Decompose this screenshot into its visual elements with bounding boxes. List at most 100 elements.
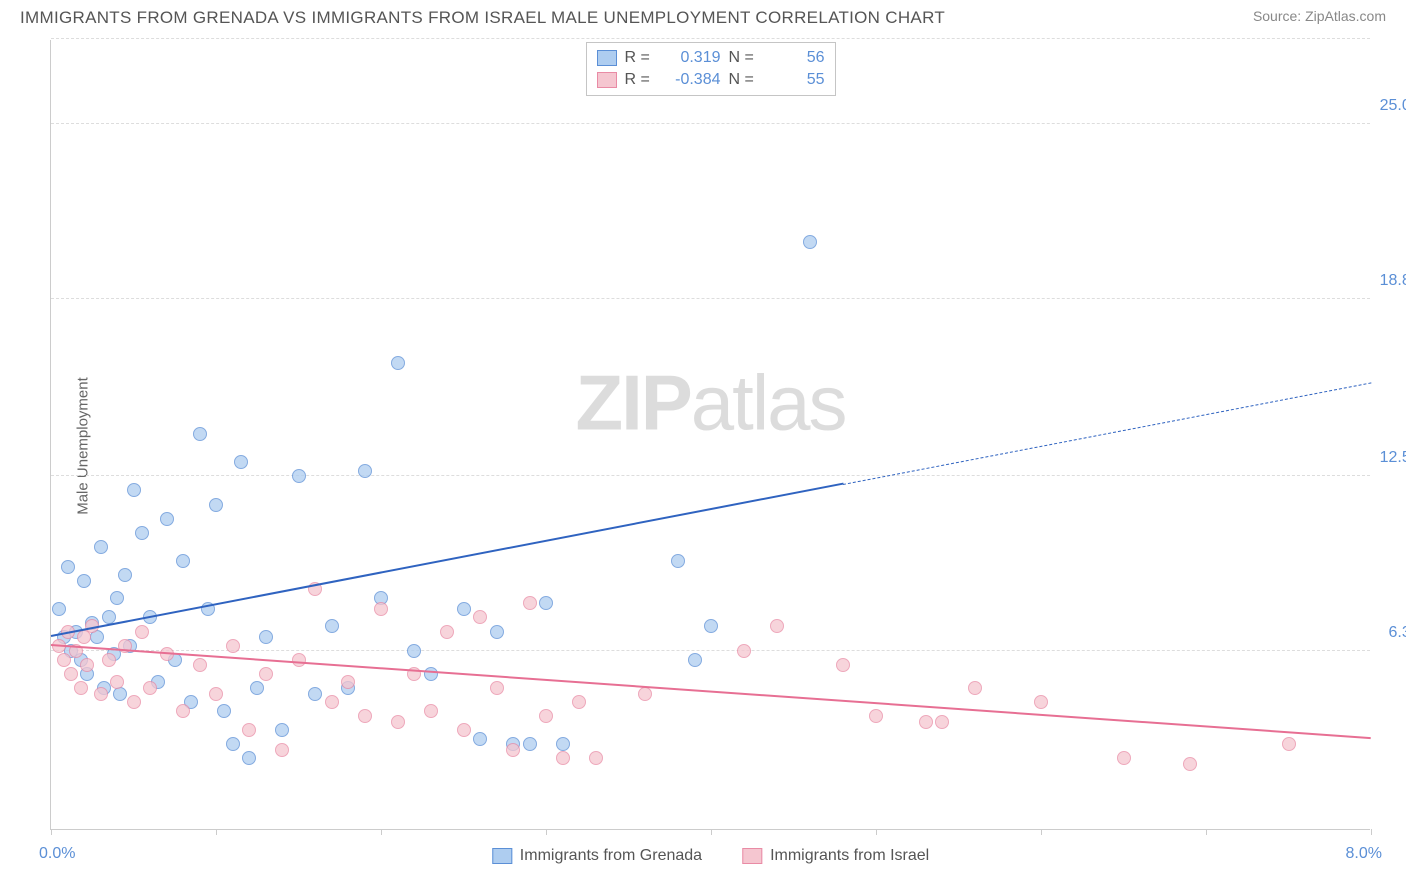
grenada-point [118,568,132,582]
israel-point [1117,751,1131,765]
israel-point [325,695,339,709]
israel-point [226,639,240,653]
grenada-legend-swatch [492,848,512,864]
israel-point [919,715,933,729]
israel-point [242,723,256,737]
gridline [51,123,1370,124]
israel-point [968,681,982,695]
israel-point [64,667,78,681]
israel-point [341,675,355,689]
grenada-point [671,554,685,568]
watermark: ZIPatlas [575,357,845,448]
israel-point [80,658,94,672]
n-label: N = [729,71,757,89]
r-value-grenada: 0.319 [661,49,721,67]
x-tick [1206,829,1207,835]
grenada-point [77,574,91,588]
israel-point [94,687,108,701]
grenada-point [242,751,256,765]
israel-point [737,644,751,658]
israel-point [572,695,586,709]
grenada-point [135,526,149,540]
israel-legend-swatch [742,848,762,864]
grenada-point [407,644,421,658]
israel-point [440,625,454,639]
israel-point [506,743,520,757]
grenada-point [275,723,289,737]
israel-point [424,704,438,718]
r-label: R = [625,71,653,89]
israel-point [193,658,207,672]
grenada-point [803,235,817,249]
israel-point [135,625,149,639]
stats-row-grenada: R = 0.319 N = 56 [597,47,825,69]
y-tick-label: 18.8% [1375,272,1406,290]
grenada-swatch [597,50,617,66]
x-tick [51,829,52,835]
grenada-point [308,687,322,701]
n-label: N = [729,49,757,67]
grenada-point [176,554,190,568]
israel-point [523,596,537,610]
grenada-point [94,540,108,554]
grenada-point [110,591,124,605]
israel-point [589,751,603,765]
grenada-point [556,737,570,751]
grenada-point [160,512,174,526]
israel-point [102,653,116,667]
x-axis-max-label: 8.0% [1346,845,1382,863]
grenada-point [688,653,702,667]
israel-point [143,681,157,695]
legend-item-grenada: Immigrants from Grenada [492,847,702,865]
israel-point [209,687,223,701]
israel-point [74,681,88,695]
israel-point [836,658,850,672]
israel-point [1034,695,1048,709]
grenada-point [424,667,438,681]
series-legend: Immigrants from Grenada Immigrants from … [492,847,929,865]
israel-point [374,602,388,616]
grenada-point [539,596,553,610]
y-tick-label: 25.0% [1375,97,1406,115]
israel-point [490,681,504,695]
israel-point [275,743,289,757]
x-tick [546,829,547,835]
israel-point [358,709,372,723]
israel-point [391,715,405,729]
grenada-legend-label: Immigrants from Grenada [520,847,702,865]
grenada-point [358,464,372,478]
israel-point [869,709,883,723]
watermark-rest: atlas [691,358,846,446]
israel-point [539,709,553,723]
grenada-point [61,560,75,574]
grenada-point [217,704,231,718]
stats-row-israel: R = -0.384 N = 55 [597,69,825,91]
israel-point [127,695,141,709]
gridline [51,38,1370,39]
israel-point [1282,737,1296,751]
israel-point [935,715,949,729]
scatter-chart: ZIPatlas R = 0.319 N = 56 R = -0.384 N =… [50,40,1370,830]
grenada-point [457,602,471,616]
n-value-grenada: 56 [765,49,825,67]
grenada-point [127,483,141,497]
gridline [51,298,1370,299]
x-tick [711,829,712,835]
grenada-point [292,469,306,483]
regression-line [51,483,843,637]
israel-point [292,653,306,667]
r-value-israel: -0.384 [661,71,721,89]
x-tick [216,829,217,835]
x-tick [1371,829,1372,835]
grenada-point [259,630,273,644]
x-tick [381,829,382,835]
r-label: R = [625,49,653,67]
grenada-point [704,619,718,633]
israel-point [176,704,190,718]
grenada-point [226,737,240,751]
grenada-point [209,498,223,512]
israel-point [259,667,273,681]
israel-point [638,687,652,701]
y-tick-label: 12.5% [1375,449,1406,467]
israel-point [457,723,471,737]
